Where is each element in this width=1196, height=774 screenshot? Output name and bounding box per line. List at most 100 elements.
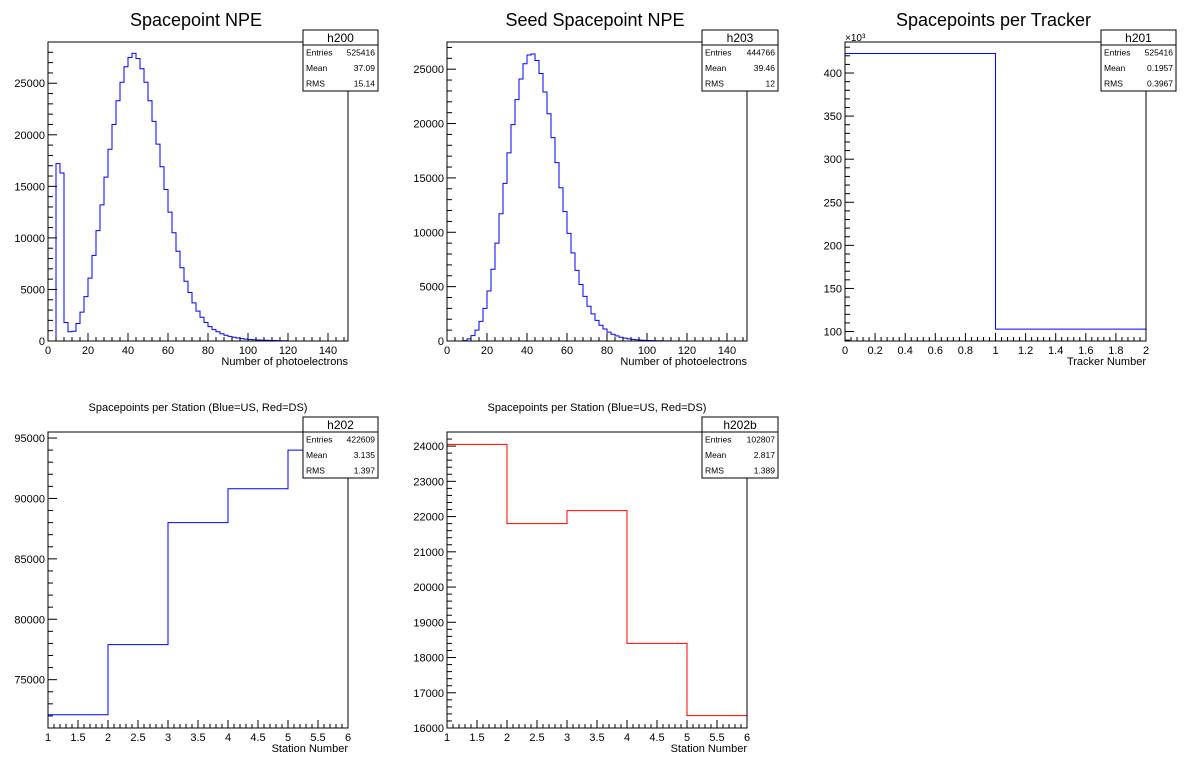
- x-axis-label: Number of photoelectrons: [221, 356, 348, 368]
- chart-h202b: Spacepoints per Station (Blue=US, Red=DS…: [413, 402, 779, 755]
- x-axis-label: Tracker Number: [1067, 356, 1146, 368]
- stats-label: Mean: [306, 63, 328, 73]
- y-tick-label: 250: [824, 197, 842, 209]
- x-tick-label: 2.5: [529, 732, 544, 744]
- y-tick-label: 25000: [413, 64, 444, 76]
- stats-name: h201: [1125, 31, 1152, 45]
- y-tick-label: 10000: [413, 227, 444, 239]
- stats-label: Entries: [306, 48, 332, 58]
- x-tick-label: 3.5: [589, 732, 604, 744]
- y-tick-label: 5000: [21, 284, 45, 296]
- x-tick-label: 60: [162, 345, 174, 357]
- x-tick-label: 1.8: [1108, 345, 1123, 357]
- x-tick-label: 100: [638, 345, 656, 357]
- stats-label: Entries: [705, 435, 731, 445]
- y-tick-label: 90000: [14, 493, 45, 505]
- y-tick-label: 20000: [413, 582, 444, 594]
- x-tick-label: 5: [285, 732, 291, 744]
- plot-frame: [446, 41, 748, 342]
- y-tick-label: 18000: [413, 653, 444, 665]
- stats-value: 15.14: [354, 78, 376, 88]
- x-tick-label: 0: [842, 345, 848, 357]
- x-tick-label: 6: [744, 732, 750, 744]
- chart-title: Spacepoints per Station (Blue=US, Red=DS…: [89, 402, 308, 414]
- y-tick-label: 0: [438, 336, 444, 348]
- stats-value: 3.135: [354, 450, 376, 460]
- x-tick-label: 4.5: [649, 732, 664, 744]
- x-tick-label: 1.2: [1018, 345, 1033, 357]
- x-tick-label: 0: [45, 345, 51, 357]
- x-tick-label: 1.4: [1048, 345, 1063, 357]
- stats-value: 37.09: [354, 63, 376, 73]
- stats-label: Entries: [705, 48, 731, 58]
- stats-value: 39.46: [754, 63, 776, 73]
- y-tick-label: 100: [824, 327, 842, 339]
- histogram-line: [844, 53, 1147, 341]
- stats-label: RMS: [705, 465, 724, 475]
- histogram-line: [48, 52, 289, 342]
- y-tick-label: 25000: [14, 78, 45, 90]
- chart-h203: Seed Spacepoint NPE 0 20 40 60 80 100 120 140 0 50…: [413, 10, 779, 368]
- y-tick-label: 23000: [413, 476, 444, 488]
- x-tick-label: 1: [992, 345, 998, 357]
- x-tick-label: 3: [165, 732, 171, 744]
- stats-box: h202 Entries 422609 Mean 3.135 RMS 1.397: [302, 416, 379, 479]
- x-axis-label: Station Number: [272, 743, 349, 755]
- x-tick-label: 40: [122, 345, 134, 357]
- x-tick-label: 60: [561, 345, 573, 357]
- x-tick-label: 2.5: [130, 732, 145, 744]
- x-tick-label: 100: [239, 345, 257, 357]
- stats-label: Entries: [306, 435, 332, 445]
- y-tick-label: 400: [824, 68, 842, 80]
- stats-box-frame: [302, 416, 379, 479]
- x-tick-label: 0.4: [898, 345, 913, 357]
- x-tick-label: 1.5: [70, 732, 85, 744]
- stats-label: RMS: [1104, 78, 1123, 88]
- stats-box: h200 Entries 525416 Mean 37.09 RMS 15.14: [302, 29, 379, 92]
- stats-box: h201 Entries 525416 Mean 0.1957 RMS 0.3967: [1100, 29, 1177, 92]
- x-tick-label: 80: [202, 345, 214, 357]
- x-tick-label: 1: [444, 732, 450, 744]
- stats-name: h203: [727, 31, 754, 45]
- stats-box-frame: [701, 29, 779, 92]
- chart-title: Spacepoints per Station (Blue=US, Red=DS…: [488, 402, 707, 414]
- y-tick-label: 200: [824, 240, 842, 252]
- stats-value: 525416: [347, 48, 376, 58]
- y-tick-label: 5000: [420, 282, 444, 294]
- stats-label: Entries: [1104, 48, 1130, 58]
- chart-h200: Spacepoint NPE 0 20 40 60 80 100 120 140 0 5000 100…: [14, 10, 379, 368]
- stats-label: Mean: [306, 450, 328, 460]
- x-tick-label: 6: [345, 732, 351, 744]
- x-tick-label: 20: [82, 345, 94, 357]
- y-tick-label: 95000: [14, 433, 45, 445]
- x-tick-label: 2: [504, 732, 510, 744]
- y-tick-label: 15000: [14, 181, 45, 193]
- x-tick-label: 4: [225, 732, 231, 744]
- x-tick-label: 1: [45, 732, 51, 744]
- x-tick-label: 140: [718, 345, 736, 357]
- chart-title: Spacepoints per Tracker: [896, 10, 1091, 30]
- stats-box-frame: [701, 416, 779, 479]
- x-tick-label: 3: [564, 732, 570, 744]
- x-tick-label: 0.8: [958, 345, 973, 357]
- x-tick-label: 1.6: [1078, 345, 1093, 357]
- y-tick-label: 15000: [413, 173, 444, 185]
- x-tick-label: 4: [624, 732, 630, 744]
- x-tick-label: 1.5: [469, 732, 484, 744]
- stats-value: 2.817: [754, 450, 776, 460]
- x-tick-label: 80: [601, 345, 613, 357]
- stats-box-frame: [302, 29, 379, 92]
- y-tick-label: 75000: [14, 675, 45, 687]
- y-exponent-label: ×10³: [845, 33, 866, 44]
- y-tick-label: 85000: [14, 554, 45, 566]
- y-tick-label: 300: [824, 154, 842, 166]
- y-tick-label: 80000: [14, 614, 45, 626]
- y-tick-label: 20000: [413, 119, 444, 131]
- y-tick-label: 19000: [413, 617, 444, 629]
- chart-title: Seed Spacepoint NPE: [505, 10, 684, 30]
- x-tick-label: 0.6: [928, 345, 943, 357]
- stats-label: RMS: [306, 465, 325, 475]
- stats-label: Mean: [705, 63, 727, 73]
- stats-name: h200: [327, 31, 354, 45]
